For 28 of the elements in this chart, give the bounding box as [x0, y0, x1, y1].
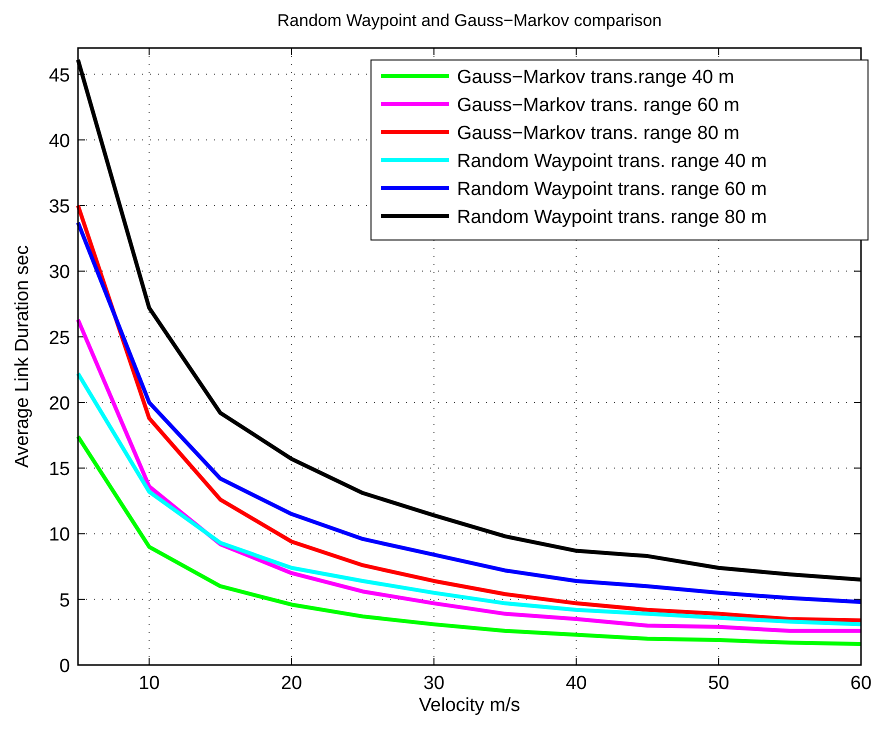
x-tick-label: 30 [423, 673, 444, 694]
y-tick-label: 35 [48, 196, 70, 218]
line-series [76, 434, 863, 646]
chart-title: Random Waypoint and Gauss−Markov comparison [277, 11, 662, 30]
line-series [76, 318, 863, 633]
x-axis-title: Velocity m/s [418, 695, 520, 716]
legend-label: Random Waypoint trans. range 80 m [457, 207, 767, 228]
line-series [76, 372, 863, 626]
x-tick-label: 10 [138, 673, 160, 694]
x-tick-label: 60 [850, 673, 872, 694]
y-tick-label: 40 [48, 130, 70, 152]
y-tick-label: 10 [48, 524, 70, 546]
y-tick-label: 0 [59, 656, 70, 677]
legend-label: Random Waypoint trans. range 60 m [457, 179, 767, 200]
y-tick-label: 45 [48, 65, 70, 86]
y-axis-title: Average Link Duration sec [12, 245, 33, 468]
legend-label: Random Waypoint trans. range 40 m [457, 151, 767, 172]
x-tick-label: 40 [566, 673, 587, 694]
x-tick-label: 50 [708, 673, 730, 694]
y-tick-label: 30 [48, 262, 70, 284]
y-tick-label: 20 [48, 393, 70, 414]
legend-label: Gauss−Markov trans. range 80 m [457, 123, 740, 144]
x-tick-label: 20 [280, 673, 302, 694]
y-tick-label: 15 [48, 459, 70, 480]
y-tick-label: 5 [59, 590, 70, 612]
legend-label: Gauss−Markov trans. range 60 m [457, 95, 740, 116]
legend-label: Gauss−Markov trans.range 40 m [457, 67, 734, 88]
y-tick-label: 25 [48, 328, 70, 349]
